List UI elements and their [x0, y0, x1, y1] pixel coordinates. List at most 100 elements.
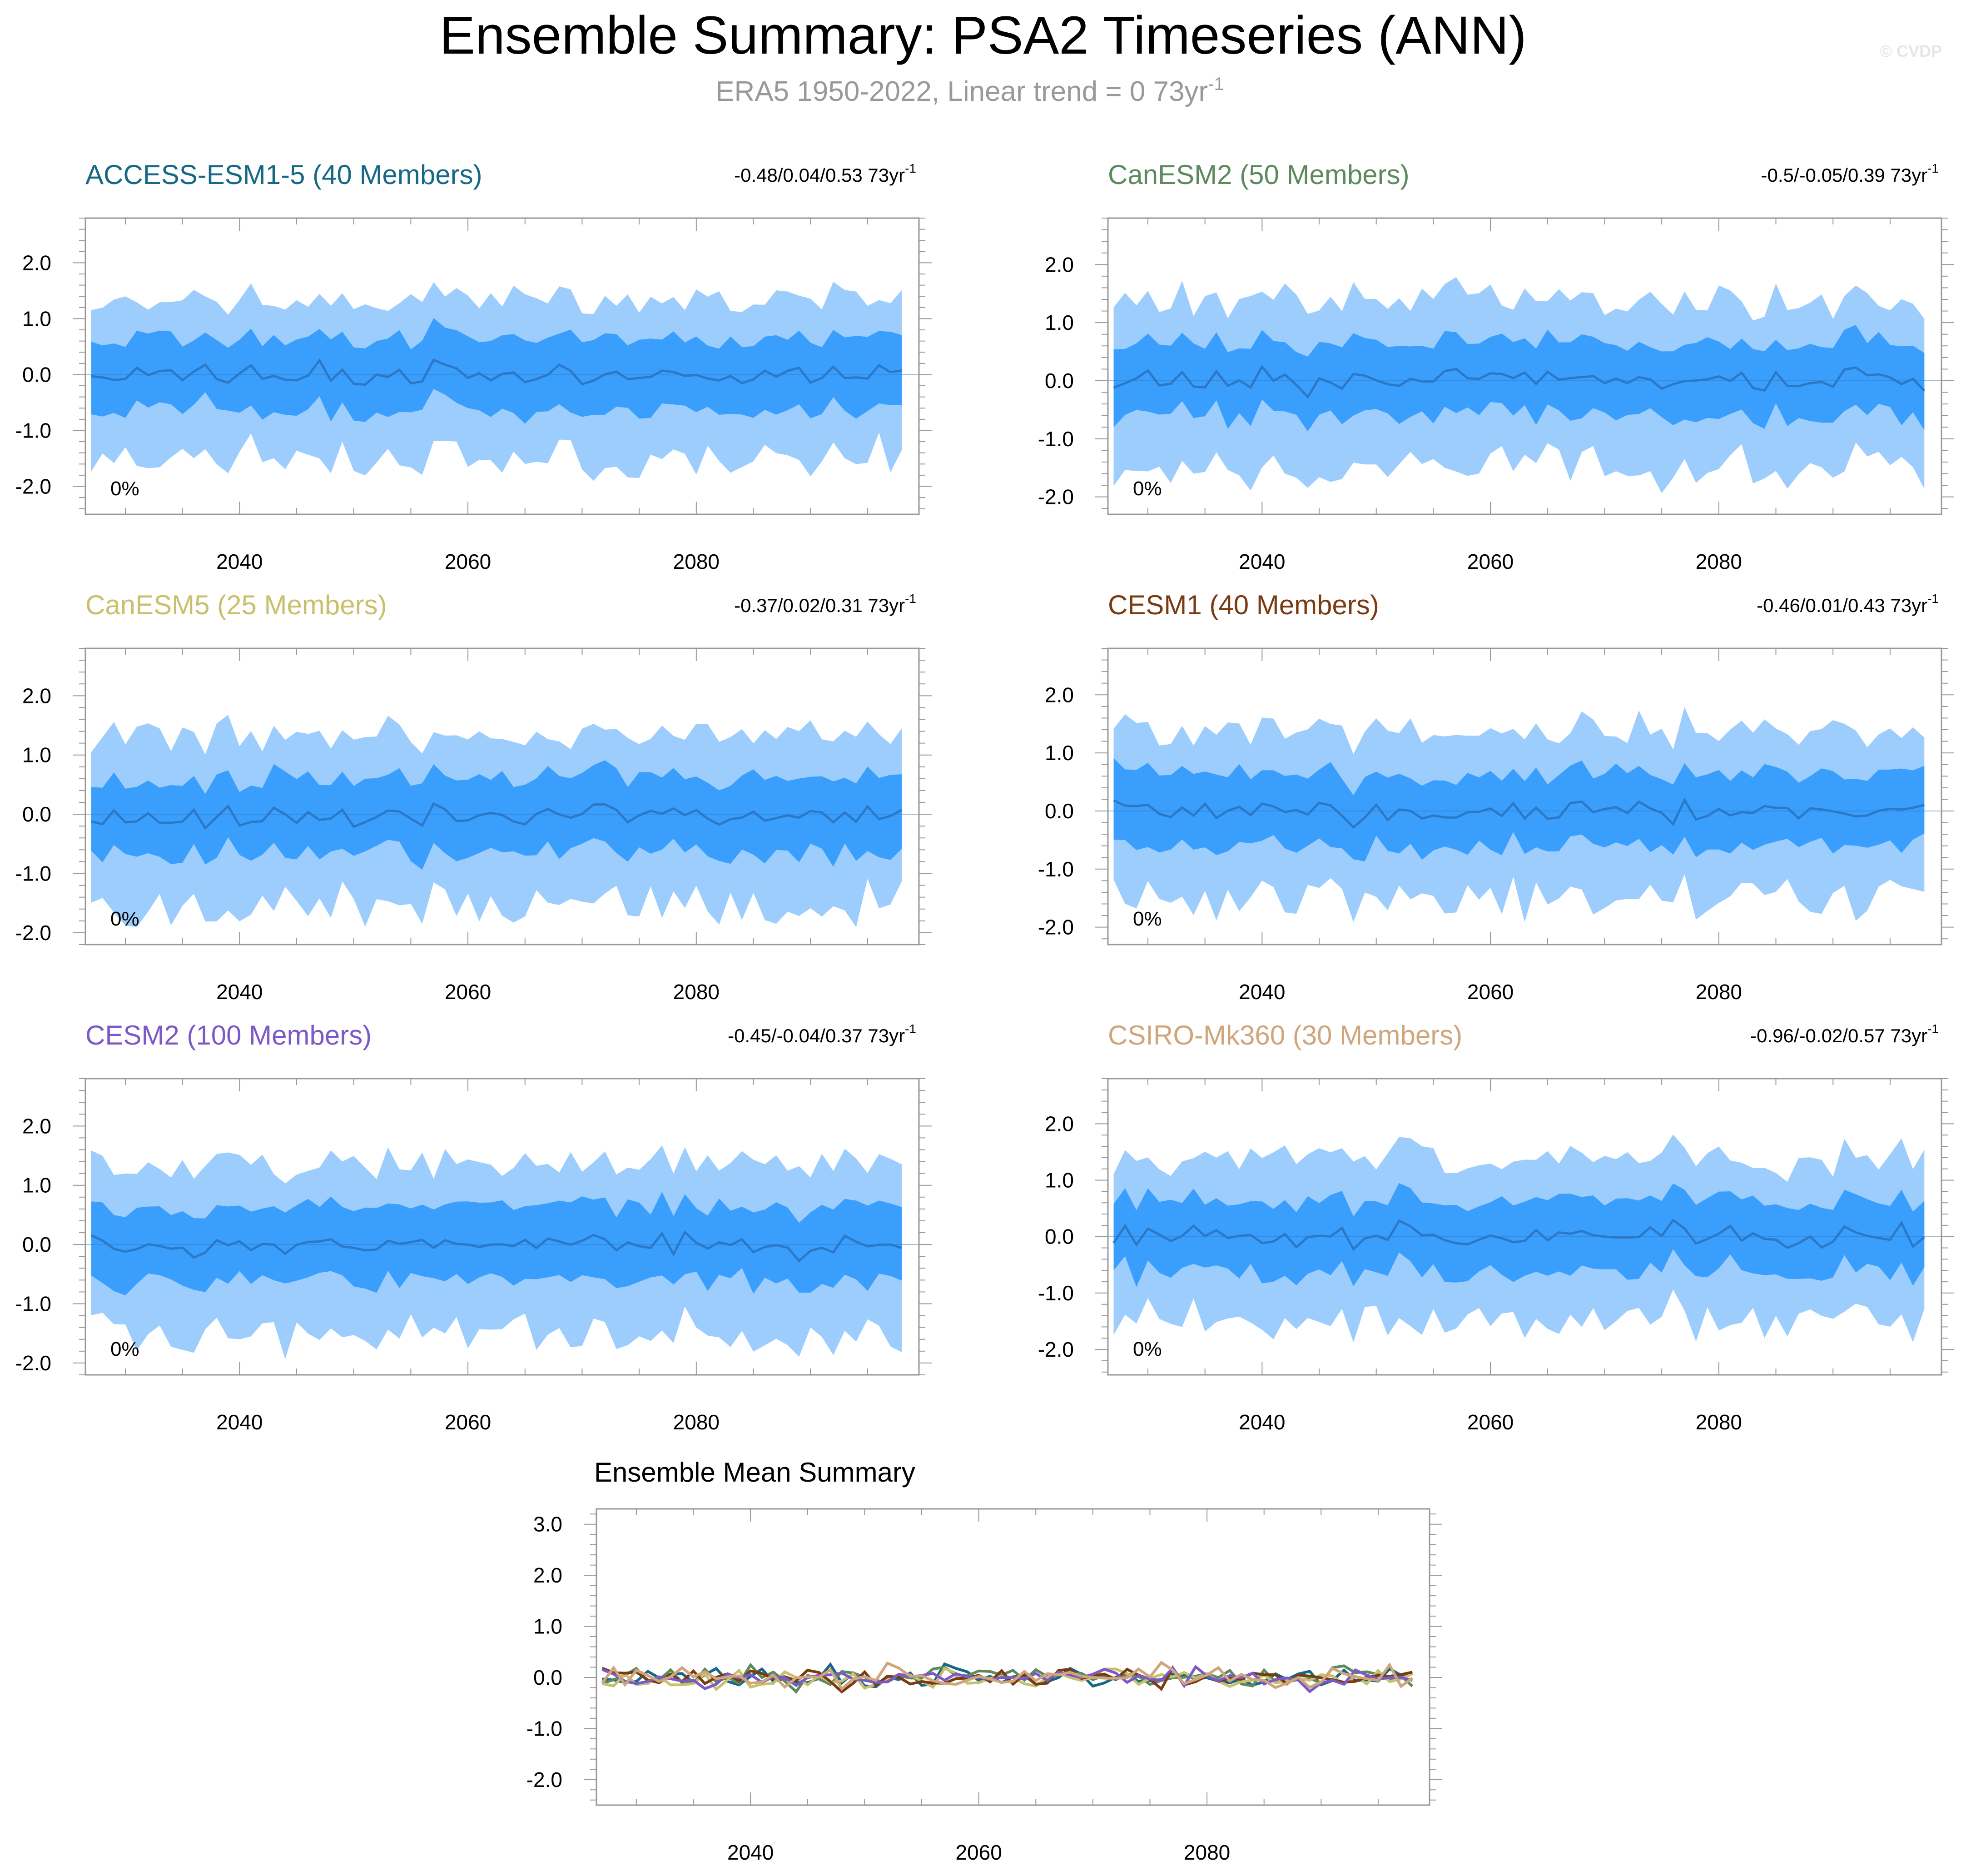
- trend-sup: -1: [905, 1022, 916, 1036]
- y-tick-label: 0.0: [533, 1666, 562, 1689]
- panel-cesm1: CESM1 (40 Members) -0.46/0.01/0.43 73yr-1…: [1038, 590, 1954, 1004]
- panels: ACCESS-ESM1-5 (40 Members) -0.48/0.04/0.5…: [15, 159, 1954, 1864]
- figure-subtitle: ERA5 1950-2022, Linear trend = 0 73yr-1: [715, 74, 1224, 107]
- x-tick-label: 2080: [673, 550, 720, 573]
- band-25-75: [91, 318, 902, 424]
- ensemble-mean-line: [91, 802, 903, 830]
- copyright-label: © CVDP: [1880, 42, 1942, 60]
- figure-title: Ensemble Summary: PSA2 Timeseries (ANN): [439, 5, 1526, 65]
- plot-frame: [84, 217, 920, 515]
- y-tick-label: 1.0: [533, 1615, 562, 1638]
- plot-area: [85, 715, 919, 927]
- plot-frame: [1107, 1078, 1942, 1376]
- trend-sup: -1: [905, 592, 916, 606]
- y-tick-label: 2.0: [1045, 1112, 1074, 1135]
- x-tick-label: 2040: [216, 1410, 263, 1434]
- y-tick-label: -2.0: [1038, 485, 1074, 509]
- plot-frame: [84, 1078, 920, 1376]
- y-tick-label: 1.0: [22, 743, 51, 767]
- band-25-75: [1113, 1183, 1925, 1287]
- y-tick-label: -1.0: [15, 418, 51, 442]
- trend-value: -0.45/-0.04/0.37 73yr: [728, 1025, 905, 1046]
- panel-access-esm1-5: ACCESS-ESM1-5 (40 Members) -0.48/0.04/0.5…: [15, 159, 932, 573]
- panel-title: ACCESS-ESM1-5 (40 Members): [85, 159, 482, 190]
- trend-label: -0.96/-0.02/0.57 73yr-1: [1750, 1022, 1939, 1046]
- plot-area: [601, 1661, 1414, 1694]
- y-tick-label: 0.0: [1045, 369, 1074, 393]
- percent-label: 0%: [110, 1338, 139, 1360]
- y-tick-label: 2.0: [1045, 683, 1074, 707]
- x-tick-label: 2040: [1239, 550, 1285, 573]
- y-tick-label: -1.0: [1038, 427, 1074, 451]
- percent-label: 0%: [110, 908, 139, 930]
- panel-title: CanESM5 (25 Members): [85, 590, 387, 620]
- panel-canesm5: CanESM5 (25 Members) -0.37/0.02/0.31 73yr…: [15, 590, 932, 1004]
- y-tick-label: 2.0: [22, 684, 51, 707]
- x-tick-label: 2080: [1696, 980, 1742, 1004]
- panel-title: CanESM2 (50 Members): [1108, 159, 1410, 190]
- x-tick-label: 2080: [1184, 1841, 1230, 1864]
- x-tick-label: 2080: [673, 1410, 720, 1434]
- x-tick-label: 2080: [1696, 1410, 1742, 1434]
- band-25-75: [1113, 325, 1925, 432]
- y-tick-label: 0.0: [1045, 1225, 1074, 1249]
- panel-title: Ensemble Mean Summary: [594, 1457, 915, 1488]
- panel-canesm2: CanESM2 (50 Members) -0.5/-0.05/0.39 73yr…: [1038, 159, 1954, 573]
- trend-value: -0.5/-0.05/0.39 73yr: [1761, 164, 1928, 186]
- x-tick-label: 2060: [955, 1841, 1002, 1864]
- plot-area: [85, 282, 919, 481]
- percent-label: 0%: [1133, 478, 1162, 500]
- trend-sup: -1: [1927, 592, 1939, 606]
- y-tick-label: -2.0: [15, 1351, 51, 1375]
- y-tick-label: -1.0: [15, 1292, 51, 1316]
- panel-title: CESM2 (100 Members): [85, 1020, 372, 1050]
- x-tick-label: 2060: [445, 550, 491, 573]
- y-tick-label: -2.0: [15, 474, 51, 498]
- y-tick-label: 1.0: [22, 307, 51, 330]
- x-tick-label: 2060: [445, 980, 491, 1004]
- ensemble-mean-line: [1113, 797, 1925, 829]
- y-tick-label: 0.0: [1045, 799, 1074, 823]
- y-tick-label: 2.0: [22, 251, 51, 274]
- plot-frame: [1107, 217, 1942, 515]
- trend-label: -0.5/-0.05/0.39 73yr-1: [1761, 161, 1939, 186]
- y-tick-label: 1.0: [1045, 741, 1074, 765]
- y-tick-label: 1.0: [1045, 1169, 1074, 1192]
- x-tick-label: 2060: [445, 1410, 491, 1434]
- mean-line-csiro-mk360: [601, 1661, 1414, 1691]
- y-tick-label: -1.0: [1038, 1281, 1074, 1305]
- percent-label: 0%: [1133, 908, 1162, 930]
- plot-area: [1108, 707, 1941, 922]
- x-tick-label: 2040: [216, 550, 263, 573]
- trend-sup: -1: [1927, 1022, 1939, 1036]
- y-tick-label: 0.0: [22, 363, 51, 386]
- ensemble-mean-line: [91, 358, 902, 386]
- trend-sup: -1: [1927, 161, 1939, 175]
- y-tick-label: 1.0: [22, 1174, 51, 1197]
- y-tick-label: 2.0: [533, 1563, 562, 1587]
- plot-area: [85, 1145, 919, 1359]
- trend-label: -0.45/-0.04/0.37 73yr-1: [728, 1022, 916, 1046]
- plot-frame: [596, 1508, 1430, 1806]
- x-tick-label: 2040: [1239, 1410, 1285, 1434]
- ensemble-mean-line: [1113, 364, 1926, 399]
- y-tick-label: -2.0: [15, 921, 51, 945]
- y-tick-label: 1.0: [1045, 311, 1074, 334]
- percent-label: 0%: [1133, 1338, 1162, 1360]
- y-tick-label: -1.0: [526, 1717, 562, 1740]
- x-tick-label: 2060: [1467, 980, 1514, 1004]
- x-tick-label: 2040: [216, 980, 263, 1004]
- panel-csiro-mk360: CSIRO-Mk360 (30 Members) -0.96/-0.02/0.57…: [1038, 1020, 1954, 1434]
- trend-value: -0.37/0.02/0.31 73yr: [734, 595, 905, 616]
- y-tick-label: 0.0: [22, 802, 51, 826]
- y-tick-label: 2.0: [1045, 253, 1074, 276]
- plot-frame: [84, 647, 920, 945]
- y-tick-label: 2.0: [22, 1114, 51, 1138]
- trend-label: -0.46/0.01/0.43 73yr-1: [1757, 592, 1939, 616]
- y-tick-label: -2.0: [526, 1768, 562, 1791]
- plot-area: [1108, 277, 1941, 493]
- y-tick-label: -2.0: [1038, 916, 1074, 939]
- trend-value: -0.46/0.01/0.43 73yr: [1757, 595, 1927, 616]
- y-tick-label: -1.0: [15, 862, 51, 886]
